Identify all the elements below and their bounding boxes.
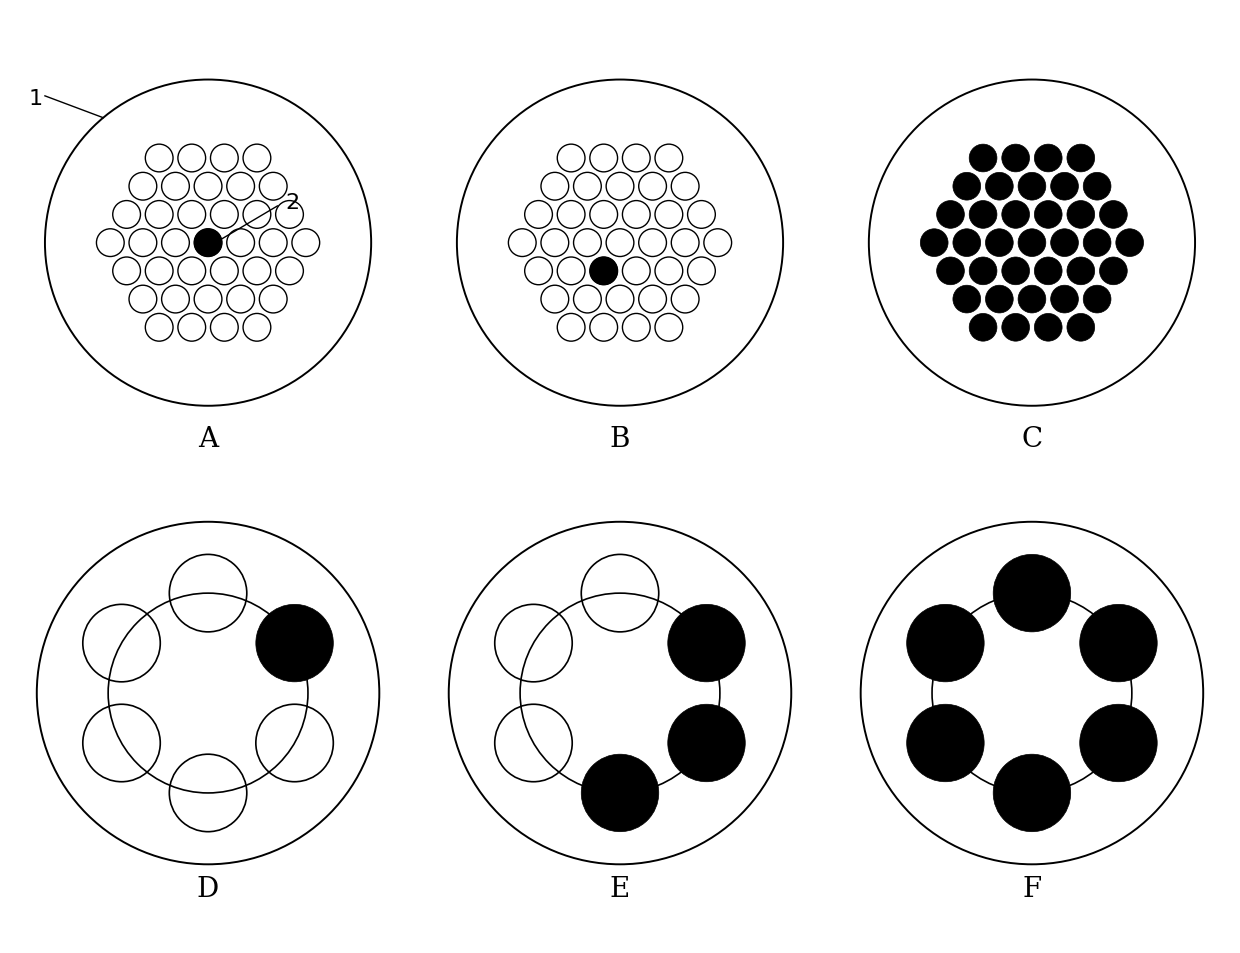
- Circle shape: [906, 704, 985, 781]
- Circle shape: [970, 257, 997, 286]
- Circle shape: [1034, 314, 1063, 342]
- Circle shape: [952, 173, 981, 201]
- Text: A: A: [198, 425, 218, 453]
- Circle shape: [1100, 257, 1127, 286]
- Circle shape: [1100, 201, 1127, 229]
- Circle shape: [1080, 704, 1157, 781]
- Circle shape: [1002, 201, 1029, 229]
- Circle shape: [1002, 145, 1029, 172]
- Circle shape: [970, 201, 997, 229]
- Circle shape: [1066, 314, 1095, 342]
- Circle shape: [1050, 173, 1079, 201]
- Text: E: E: [610, 876, 630, 902]
- Text: C: C: [1022, 425, 1043, 453]
- Circle shape: [1066, 201, 1095, 229]
- Circle shape: [1002, 257, 1029, 286]
- Circle shape: [1084, 173, 1111, 201]
- Text: 1: 1: [29, 89, 42, 109]
- Circle shape: [1084, 286, 1111, 314]
- Circle shape: [1080, 605, 1157, 682]
- Circle shape: [952, 286, 981, 314]
- Circle shape: [1034, 145, 1063, 172]
- Circle shape: [590, 257, 618, 286]
- Text: 2: 2: [285, 193, 300, 213]
- Circle shape: [936, 201, 965, 229]
- Circle shape: [1002, 314, 1029, 342]
- Circle shape: [906, 605, 985, 682]
- Circle shape: [920, 230, 949, 257]
- Text: F: F: [1023, 876, 1042, 902]
- Circle shape: [1018, 286, 1045, 314]
- Circle shape: [993, 555, 1070, 632]
- Circle shape: [1034, 257, 1063, 286]
- Circle shape: [1050, 286, 1079, 314]
- Circle shape: [1034, 201, 1063, 229]
- Circle shape: [986, 230, 1013, 257]
- Circle shape: [582, 755, 658, 832]
- Circle shape: [986, 286, 1013, 314]
- Circle shape: [195, 230, 222, 257]
- Circle shape: [986, 173, 1013, 201]
- Circle shape: [952, 230, 981, 257]
- Text: B: B: [610, 425, 630, 453]
- Circle shape: [1018, 173, 1045, 201]
- Circle shape: [255, 605, 334, 682]
- Circle shape: [1050, 230, 1079, 257]
- Circle shape: [1066, 257, 1095, 286]
- Circle shape: [668, 605, 745, 682]
- Circle shape: [668, 704, 745, 781]
- Circle shape: [936, 257, 965, 286]
- Circle shape: [970, 314, 997, 342]
- Circle shape: [970, 145, 997, 172]
- Circle shape: [993, 755, 1070, 832]
- Circle shape: [1066, 145, 1095, 172]
- Circle shape: [1084, 230, 1111, 257]
- Circle shape: [1018, 230, 1045, 257]
- Circle shape: [1116, 230, 1143, 257]
- Text: D: D: [197, 876, 219, 902]
